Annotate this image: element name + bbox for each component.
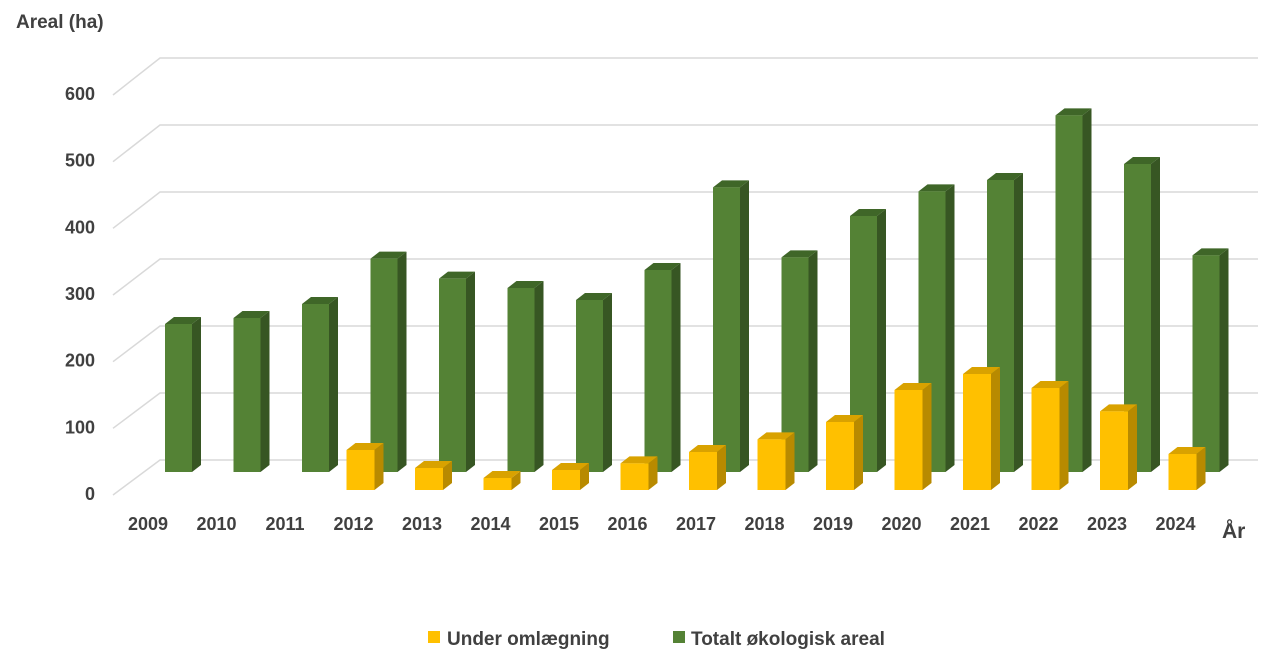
x-tick-label: 2010 (196, 514, 236, 534)
bar-totalt-2012 (370, 251, 407, 472)
gridlines (112, 57, 1258, 496)
bar-totalt-2016 (644, 263, 681, 472)
y-tick-labels: 0 100 200 300 400 500 600 (65, 84, 95, 504)
legend-swatch-under-omlaegning (428, 631, 440, 643)
y-tick-label: 600 (65, 84, 95, 104)
series-totalt (165, 108, 1229, 473)
legend-swatch-totalt (673, 631, 685, 643)
x-tick-label: 2015 (539, 514, 579, 534)
bar-under-omlaegning-2012 (346, 443, 384, 490)
x-tick-label: 2014 (470, 514, 510, 534)
bar-under-omlaegning-2016 (620, 456, 658, 490)
gridline (112, 392, 1258, 429)
bar-totalt-2022 (1055, 108, 1092, 472)
bar-under-omlaegning-2020 (894, 383, 932, 490)
bar-under-omlaegning-2013 (415, 461, 452, 490)
gridline (112, 258, 1258, 296)
y-tick-label: 400 (65, 217, 95, 237)
gridline (112, 325, 1258, 363)
x-tick-label: 2016 (607, 514, 647, 534)
bar-totalt-2015 (576, 293, 612, 472)
bar-totalt-2013 (439, 271, 475, 472)
legend-label-totalt: Totalt økologisk areal (691, 629, 885, 650)
bar-totalt-2014 (507, 281, 544, 472)
x-tick-label: 2013 (402, 514, 442, 534)
x-tick-label: 2011 (265, 514, 304, 534)
x-tick-label: 2024 (1155, 514, 1195, 534)
x-tick-label: 2020 (881, 514, 921, 534)
x-tick-label: 2017 (676, 514, 716, 534)
gridline (112, 459, 1258, 496)
y-tick-label: 100 (65, 417, 95, 437)
x-tick-label: 2023 (1087, 514, 1127, 534)
x-tick-labels: 2009 2010 2011 2012 2013 2014 2015 2016 2017 2018… (128, 514, 1196, 534)
bar-under-omlaegning-2015 (552, 463, 589, 490)
legend-label-under-omlaegning: Under omlægning (447, 629, 610, 650)
bar-totalt-2010 (233, 311, 270, 472)
bar-totalt-2023 (1124, 157, 1160, 472)
bar-under-omlaegning-2014 (483, 471, 521, 490)
x-axis-title: År (1222, 519, 1245, 543)
bar-under-omlaegning-2017 (689, 445, 726, 490)
bar-totalt-2011 (302, 297, 338, 472)
gridline (112, 191, 1258, 229)
x-tick-label: 2009 (128, 514, 168, 534)
x-tick-label: 2012 (333, 514, 373, 534)
bar-under-omlaegning-2022 (1031, 381, 1069, 490)
series-under-omlaegning (346, 367, 1206, 490)
bar-under-omlaegning-2019 (826, 415, 863, 490)
y-tick-label: 500 (65, 151, 95, 171)
y-tick-label: 200 (65, 351, 95, 371)
bar-totalt-2009 (165, 317, 201, 472)
x-tick-label: 2021 (950, 514, 990, 534)
y-tick-label: 300 (65, 284, 95, 304)
x-tick-label: 2019 (813, 514, 853, 534)
gridline (112, 57, 1258, 96)
bar-under-omlaegning-2023 (1100, 404, 1137, 490)
bar-under-omlaegning-2018 (757, 432, 795, 490)
x-tick-label: 2022 (1018, 514, 1058, 534)
bar-under-omlaegning-2024 (1168, 447, 1206, 490)
x-tick-label: 2018 (744, 514, 784, 534)
legend: Under omlægning Totalt økologisk areal (428, 629, 885, 650)
gridline (112, 124, 1258, 163)
y-axis-title: Areal (ha) (16, 12, 104, 33)
y-tick-label: 0 (85, 484, 95, 504)
bar-totalt-2017 (713, 180, 749, 473)
bar-totalt-2024 (1192, 248, 1229, 472)
bar-under-omlaegning-2021 (963, 367, 1000, 490)
